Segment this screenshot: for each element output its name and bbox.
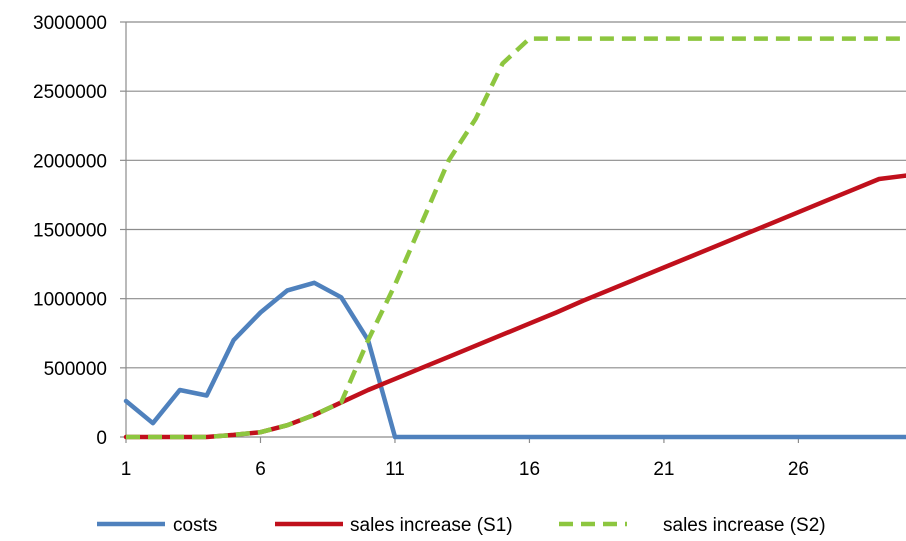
y-tick-label-6: 3000000 bbox=[33, 13, 107, 34]
y-tick-label-1: 500000 bbox=[44, 359, 107, 380]
series-line-0 bbox=[123, 280, 906, 440]
x-tick-label-5: 26 bbox=[788, 459, 809, 480]
y-tick-label-0: 0 bbox=[96, 428, 107, 449]
x-tick-label-0: 1 bbox=[121, 459, 132, 480]
legend-label-2: sales increase (S2) bbox=[663, 515, 826, 536]
tick-labels: 0 500000 1000000 1500000 2000000 2500000 30000… bbox=[33, 13, 809, 480]
y-tick-label-2: 1000000 bbox=[33, 290, 107, 311]
series-line-2 bbox=[126, 36, 906, 440]
x-tick-label-4: 21 bbox=[653, 459, 674, 480]
x-tick-label-1: 6 bbox=[255, 459, 266, 480]
series-line-1 bbox=[123, 173, 906, 440]
axes bbox=[120, 21, 906, 443]
series-lines bbox=[123, 36, 906, 440]
y-tick-label-5: 2500000 bbox=[33, 82, 107, 103]
legend-label-1: sales increase (S1) bbox=[350, 515, 513, 536]
y-tick-label-4: 2000000 bbox=[33, 151, 107, 172]
gridlines bbox=[126, 21, 906, 369]
x-tick-label-3: 16 bbox=[519, 459, 540, 480]
legend-label-0: costs bbox=[173, 515, 217, 536]
y-tick-label-3: 1500000 bbox=[33, 221, 107, 242]
legend: costs sales increase (S1) sales increase (… bbox=[97, 515, 826, 536]
x-tick-label-2: 11 bbox=[385, 459, 405, 480]
